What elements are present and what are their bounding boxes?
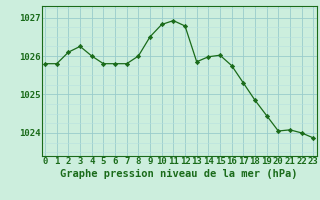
X-axis label: Graphe pression niveau de la mer (hPa): Graphe pression niveau de la mer (hPa) bbox=[60, 169, 298, 179]
